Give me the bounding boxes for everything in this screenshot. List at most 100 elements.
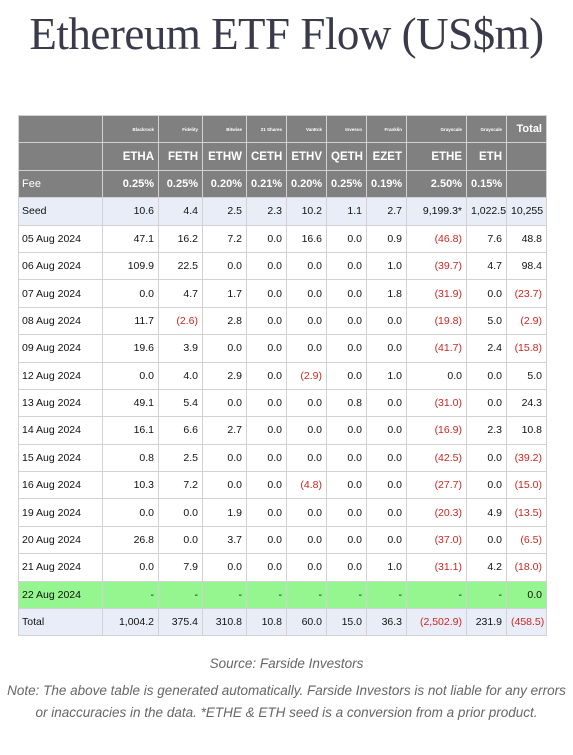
corner-cell xyxy=(18,142,103,171)
flow-value: (27.7) xyxy=(406,471,467,500)
fee-value: 0.21% xyxy=(246,169,287,199)
flow-value: 0.0 xyxy=(326,553,367,582)
flow-value: 4.2 xyxy=(466,553,507,582)
flow-value: 10.3 xyxy=(102,471,159,500)
flow-value: 2.3 xyxy=(246,197,287,226)
flow-value: 0.0 xyxy=(286,553,327,582)
source-caption: Source: Farside Investors xyxy=(209,656,364,671)
fee-value: 0.19% xyxy=(366,169,407,199)
flow-value: 1.0 xyxy=(366,361,407,390)
fee-value: 2.50% xyxy=(406,169,467,199)
flow-value: 0.0 xyxy=(326,224,367,253)
flow-value: 3.7 xyxy=(202,525,247,555)
flow-value: 0.0 xyxy=(366,443,407,473)
flow-value: 10,255 xyxy=(506,197,547,226)
flow-value: - xyxy=(406,580,467,610)
flow-value: 4.9 xyxy=(466,498,507,527)
flow-value: 0.0 xyxy=(286,334,327,363)
flow-value: 0.0 xyxy=(286,306,327,336)
flow-value: (20.3) xyxy=(406,498,467,527)
row-date: 21 Aug 2024 xyxy=(18,553,103,582)
flow-value: 0.0 xyxy=(202,443,247,473)
flow-value: 0.0 xyxy=(326,416,367,445)
flow-value: 0.0 xyxy=(246,388,287,418)
flow-value: (18.0) xyxy=(506,553,547,582)
flow-value: 60.0 xyxy=(286,608,327,637)
flow-value: 0.0 xyxy=(326,443,367,473)
table-row: 05 Aug 2024 47.1 16.2 7.2 0.0 16.6 0.0 0.9 (46.8… xyxy=(18,224,547,253)
flow-value: 0.0 xyxy=(202,388,247,418)
table-row: 09 Aug 2024 19.6 3.9 0.0 0.0 0.0 0.0 0.0 (41.7) 2… xyxy=(18,334,547,363)
flow-value: (2,502.9) xyxy=(406,608,467,637)
flow-value: 2.5 xyxy=(158,443,203,473)
flow-value: 2.7 xyxy=(202,416,247,445)
flow-value: 0.0 xyxy=(246,361,287,390)
flow-value: 0.0 xyxy=(366,334,407,363)
flow-value: (46.8) xyxy=(406,224,467,253)
flow-value: 0.0 xyxy=(202,334,247,363)
flow-value: (42.5) xyxy=(406,443,467,473)
flow-value: 0.0 xyxy=(366,416,407,445)
flow-value: - xyxy=(366,580,407,610)
flow-value: 0.0 xyxy=(326,251,367,281)
flow-value: 1.7 xyxy=(202,279,247,308)
row-date: Seed xyxy=(18,197,103,226)
flow-value: 7.9 xyxy=(158,553,203,582)
flow-value: - xyxy=(466,580,507,610)
flow-value: 0.0 xyxy=(406,361,467,390)
flow-value: 0.0 xyxy=(246,553,287,582)
flow-value: - xyxy=(286,580,327,610)
flow-value: 2.9 xyxy=(202,361,247,390)
fee-value: 0.15% xyxy=(466,169,507,199)
issuer-name: VanEck xyxy=(286,114,327,144)
flow-value: 10.6 xyxy=(102,197,159,226)
fee-row: Fee 0.25% 0.25% 0.20% 0.21% 0.20% 0.25% 0.19% 2.… xyxy=(18,169,547,199)
table-row: 07 Aug 2024 0.0 4.7 1.7 0.0 0.0 0.0 1.8 (31.9) 0.… xyxy=(18,279,547,308)
row-date: 15 Aug 2024 xyxy=(18,443,103,473)
flow-value: - xyxy=(102,580,159,610)
flow-value: 5.0 xyxy=(466,306,507,336)
flow-value: 16.6 xyxy=(286,224,327,253)
flow-value: 0.0 xyxy=(246,471,287,500)
ticker-header: QETH xyxy=(326,142,367,171)
flow-value: (2.9) xyxy=(506,306,547,336)
flow-value: (37.0) xyxy=(406,525,467,555)
flow-value: (4.8) xyxy=(286,471,327,500)
flow-value: 4.7 xyxy=(158,279,203,308)
issuer-name: Fidelity xyxy=(158,114,203,144)
row-date: Total xyxy=(18,608,103,637)
flow-value: (31.9) xyxy=(406,279,467,308)
flow-value: 47.1 xyxy=(102,224,159,253)
flow-value: 0.0 xyxy=(466,443,507,473)
flow-value: 0.0 xyxy=(158,498,203,527)
flow-value: 0.0 xyxy=(366,525,407,555)
flow-value: 109.9 xyxy=(102,251,159,281)
flow-value: 6.6 xyxy=(158,416,203,445)
disclaimer-note: Note: The above table is generated autom… xyxy=(7,683,566,720)
flow-value: 0.0 xyxy=(246,224,287,253)
ticker-header: ETH xyxy=(466,142,507,171)
flow-value: 1.9 xyxy=(202,498,247,527)
flow-value: 0.8 xyxy=(102,443,159,473)
flow-value: 0.0 xyxy=(246,498,287,527)
flow-value: 1,022.5* xyxy=(466,197,507,226)
table-row: 16 Aug 2024 10.3 7.2 0.0 0.0 (4.8) 0.0 0.0 (27.7… xyxy=(18,471,547,500)
flow-value: 0.0 xyxy=(366,498,407,527)
ticker-header: ETHV xyxy=(286,142,327,171)
ticker-header: EZET xyxy=(366,142,407,171)
table-row: 20 Aug 2024 26.8 0.0 3.7 0.0 0.0 0.0 0.0 (37.0) 0… xyxy=(18,525,547,555)
flow-value: 11.7 xyxy=(102,306,159,336)
flow-value: 0.0 xyxy=(286,388,327,418)
flow-value: 15.0 xyxy=(326,608,367,637)
flow-value: 0.0 xyxy=(326,525,367,555)
ticker-header: CETH xyxy=(246,142,287,171)
row-date: 07 Aug 2024 xyxy=(18,279,103,308)
total-row: Total 1,004.2 375.4 310.8 10.8 60.0 15.0 36.3 (2… xyxy=(18,608,547,637)
flow-value: 9,199.3* xyxy=(406,197,467,226)
row-date: 12 Aug 2024 xyxy=(18,361,103,390)
flow-value: 16.2 xyxy=(158,224,203,253)
fee-label: Fee xyxy=(18,169,103,199)
flow-value: 0.0 xyxy=(246,443,287,473)
flow-value: 0.0 xyxy=(286,443,327,473)
table-row: 08 Aug 2024 11.7 (2.6) 2.8 0.0 0.0 0.0 0.0 (19.8… xyxy=(18,306,547,336)
